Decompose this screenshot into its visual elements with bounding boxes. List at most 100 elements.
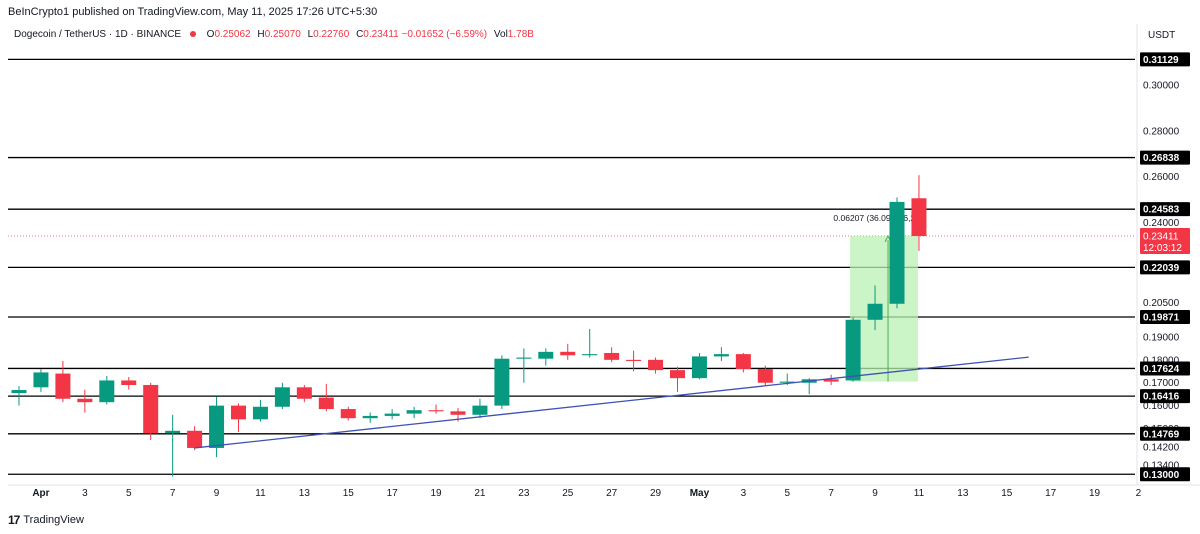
candle	[384, 409, 400, 420]
plot-background	[8, 44, 1135, 480]
candle	[691, 352, 707, 380]
price-tick-label: 0.14200	[1143, 442, 1180, 453]
candle	[911, 175, 927, 251]
measure-box	[850, 236, 918, 382]
time-axis[interactable]: Apr 3 5 7 9 11 13 15 17 19 21 23 25 27 29 May 3 5 7 9 11 13 15…	[32, 488, 1141, 499]
price-tick-label: 0.19000	[1143, 332, 1180, 343]
candle-body	[538, 351, 554, 359]
candle-body	[340, 409, 356, 419]
open-value: 0.25062	[214, 29, 251, 40]
candle	[757, 365, 773, 387]
level-price-label: 0.14769	[1143, 429, 1180, 440]
candle	[823, 374, 839, 386]
price-tick-label: 0.26000	[1143, 172, 1180, 183]
publish-info: BeInCrypto1 published on TradingView.com…	[8, 6, 378, 18]
time-tick-label: 3	[82, 488, 88, 499]
countdown-label: 12:03:12	[1143, 243, 1182, 254]
candle	[516, 348, 532, 383]
candle	[77, 389, 93, 413]
candle	[845, 317, 861, 382]
candle-body	[472, 405, 488, 415]
plot-area	[8, 24, 1200, 486]
candle-body	[494, 358, 510, 406]
candle	[11, 386, 27, 406]
candle	[867, 285, 883, 331]
candle-body	[121, 380, 137, 386]
candle	[296, 385, 312, 403]
candle	[670, 366, 685, 392]
time-tick-label: 11	[914, 488, 925, 499]
candle	[231, 403, 246, 432]
candle	[713, 347, 729, 361]
low-value: 0.22760	[313, 29, 350, 40]
candle-body	[648, 359, 664, 371]
time-tick-label: 29	[650, 488, 662, 499]
candle-body	[757, 368, 773, 383]
brand-name: TradingView	[23, 514, 84, 526]
measure-label: 0.06207 (36.09%) 6,207	[833, 213, 924, 223]
time-tick-label: 21	[474, 488, 486, 499]
change-value: −0.01652 (−6.59%)	[401, 29, 488, 40]
level-price-tag	[1140, 389, 1190, 404]
time-tick-label: 25	[562, 488, 574, 499]
open-label: O	[206, 29, 215, 40]
candle-body	[691, 356, 707, 379]
trendline[interactable]	[194, 356, 1029, 449]
candle-body	[582, 354, 598, 356]
candle-body	[604, 352, 620, 360]
candle-body	[11, 390, 27, 394]
time-tick-label: 15	[343, 488, 355, 499]
candle-body	[143, 385, 159, 434]
level-price-label: 0.22039	[1143, 263, 1180, 274]
candle-body	[845, 319, 861, 381]
level-price-tag	[1140, 310, 1190, 325]
time-tick-label: 19	[430, 488, 442, 499]
price-tick-label: 0.28000	[1143, 126, 1180, 137]
time-tick-label: 13	[957, 488, 969, 499]
candle	[121, 377, 137, 390]
time-tick-label: Apr	[32, 488, 49, 499]
candle-body	[77, 398, 93, 403]
level-price-label: 0.24583	[1143, 205, 1180, 216]
time-tick-label: 3	[741, 488, 747, 499]
level-price-tag	[1140, 467, 1190, 482]
candles	[11, 175, 927, 477]
level-price-tag	[1140, 150, 1190, 165]
candle-body	[362, 415, 378, 419]
level-price-label: 0.19871	[1143, 313, 1180, 324]
candle-body	[55, 373, 71, 399]
candle	[99, 375, 115, 405]
candle	[560, 343, 576, 360]
time-tick-label: 19	[1089, 488, 1101, 499]
level-price-tag	[1140, 426, 1190, 441]
candle-body	[252, 406, 268, 420]
candle-body	[33, 372, 49, 388]
high-label: H	[257, 29, 265, 40]
price-range-measure[interactable]: 0.06207 (36.09%) 6,207	[833, 213, 925, 382]
candle	[55, 360, 71, 403]
close-value: 0.23411	[363, 29, 399, 40]
candle	[187, 426, 203, 451]
candle-body	[274, 387, 290, 407]
currency-label: USDT	[1148, 30, 1176, 41]
tradingview-logo-icon: 17	[8, 513, 20, 527]
time-tick-label: 15	[1001, 488, 1013, 499]
candle	[626, 350, 642, 372]
price-tick-label: 0.18000	[1143, 355, 1180, 366]
price-axis[interactable]: 0.30000 0.28000 0.26000 0.24000 0.20500 0.190…	[1140, 52, 1190, 482]
candle	[33, 368, 49, 392]
low-label: L	[307, 29, 314, 40]
candle	[582, 328, 598, 358]
price-tick-label: 0.17000	[1143, 378, 1180, 389]
ascending-trendline	[194, 356, 1029, 449]
candle-body	[428, 410, 444, 412]
candle	[340, 406, 356, 421]
candle-body	[187, 430, 203, 448]
candle-body	[231, 405, 246, 420]
level-price-label: 0.17624	[1143, 364, 1180, 375]
candle-body	[296, 387, 312, 399]
time-tick-label: 9	[872, 488, 878, 499]
tradingview-footer: 17 TradingView	[8, 513, 84, 527]
time-tick-label: 5	[126, 488, 132, 499]
